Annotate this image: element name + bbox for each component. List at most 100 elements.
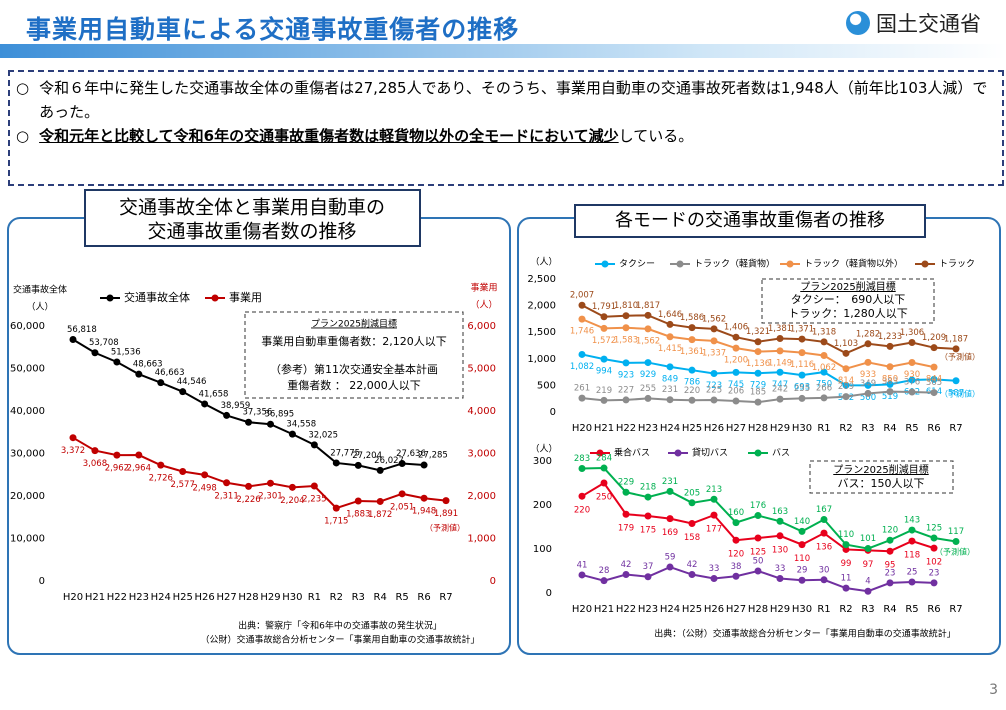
data-label: 110 bbox=[838, 530, 854, 540]
page-title: 事業用自動車による交通事故重傷者の推移 bbox=[26, 15, 520, 44]
data-point bbox=[908, 376, 916, 384]
data-label: 28 bbox=[599, 566, 610, 576]
data-point bbox=[622, 396, 630, 404]
y-tick-label: 0 bbox=[490, 576, 496, 587]
data-label: 1,062 bbox=[812, 363, 836, 373]
data-point bbox=[798, 541, 806, 549]
data-label: 1,646 bbox=[658, 310, 682, 320]
data-point bbox=[908, 537, 916, 545]
data-label: 723 bbox=[706, 381, 722, 391]
title-band bbox=[0, 44, 1006, 58]
y-tick-label: 60,000 bbox=[10, 321, 45, 332]
legend-label: 事業用 bbox=[229, 291, 262, 304]
data-point bbox=[644, 325, 652, 333]
data-label: 365 bbox=[926, 378, 942, 388]
panel-title-box bbox=[574, 204, 926, 238]
data-point bbox=[732, 344, 740, 352]
data-label: 11 bbox=[841, 574, 852, 584]
data-label: 2,226 bbox=[236, 495, 260, 505]
data-point bbox=[688, 571, 696, 579]
y-tick-label: 1,500 bbox=[527, 327, 556, 338]
data-label: 56,818 bbox=[67, 325, 97, 335]
data-label: 1,103 bbox=[834, 339, 858, 349]
data-point bbox=[754, 512, 762, 520]
data-point bbox=[820, 529, 828, 537]
data-point bbox=[578, 492, 586, 500]
data-label: 1,200 bbox=[724, 356, 748, 366]
annotation: タクシー： 690人以下 bbox=[791, 293, 906, 306]
data-point bbox=[842, 541, 850, 549]
data-point bbox=[754, 398, 762, 406]
data-point bbox=[644, 573, 652, 581]
data-point bbox=[908, 578, 916, 586]
source: 出典：（公財）交通事故総合分析センター「事業用自動車の交通事故統計」 bbox=[654, 628, 956, 640]
legend-label: 交通事故全体 bbox=[124, 290, 190, 304]
data-label: 994 bbox=[596, 367, 612, 377]
data-point bbox=[288, 430, 296, 438]
data-point bbox=[223, 411, 231, 419]
data-label: 376 bbox=[904, 377, 920, 387]
bullet-mark: ○ bbox=[16, 79, 30, 97]
data-point bbox=[666, 563, 674, 571]
data-label: 231 bbox=[662, 477, 678, 487]
y-tick-label: 100 bbox=[533, 544, 552, 555]
y-tick-label: 40,000 bbox=[10, 406, 45, 417]
data-point bbox=[710, 574, 718, 582]
data-label: 3,372 bbox=[61, 446, 85, 456]
data-point bbox=[886, 363, 894, 371]
data-label: 250 bbox=[596, 493, 612, 503]
data-label: 1,746 bbox=[570, 327, 594, 337]
data-point bbox=[688, 499, 696, 507]
y-tick-label: 1,000 bbox=[467, 534, 496, 545]
data-point bbox=[578, 350, 586, 358]
x-tick-label: H29 bbox=[770, 423, 790, 434]
data-label: 4 bbox=[865, 577, 870, 587]
x-tick-label: H21 bbox=[594, 423, 614, 434]
data-label: 1,282 bbox=[856, 329, 880, 339]
data-point bbox=[600, 313, 608, 321]
bullet-text: 令和６年中に発生した交通事故全体の重傷者は27,285人であり、そのうち、事業用… bbox=[39, 79, 988, 121]
x-tick-label: H29 bbox=[770, 604, 790, 615]
data-label: 30 bbox=[819, 565, 830, 575]
series-line bbox=[581, 304, 957, 355]
logo: 国土交通省 bbox=[846, 8, 981, 38]
data-label: 27,285 bbox=[418, 451, 448, 461]
x-tick-label: R2 bbox=[839, 423, 852, 434]
data-point bbox=[864, 587, 872, 595]
data-label: 1,562 bbox=[636, 336, 660, 346]
logo-text: 国土交通省 bbox=[876, 12, 981, 36]
data-point bbox=[578, 301, 586, 309]
data-label: 229 bbox=[618, 478, 634, 488]
data-label: 693 bbox=[794, 383, 810, 393]
data-point bbox=[666, 515, 674, 523]
data-point bbox=[952, 345, 960, 353]
x-tick-label: H25 bbox=[682, 604, 702, 615]
data-point bbox=[688, 324, 696, 332]
data-label: 36,895 bbox=[264, 410, 294, 420]
data-point bbox=[622, 510, 630, 518]
data-point bbox=[864, 381, 872, 389]
x-tick-label: R4 bbox=[374, 592, 387, 603]
data-label: 2,235 bbox=[302, 495, 326, 505]
data-point bbox=[420, 461, 428, 469]
legend-marker bbox=[596, 449, 604, 457]
summary-box: ○ 令和６年中に発生した交通事故全体の重傷者は27,285人であり、そのうち、事業… bbox=[8, 70, 1004, 186]
legend-label: バス bbox=[772, 448, 790, 459]
data-label: 2,301 bbox=[258, 492, 282, 502]
data-label: 97 bbox=[863, 560, 874, 570]
x-tick-label: R1 bbox=[817, 604, 830, 615]
data-label: 59 bbox=[665, 553, 676, 563]
data-label: 213 bbox=[706, 485, 722, 495]
axis-label: （人） bbox=[26, 302, 53, 313]
x-tick-label: H25 bbox=[682, 423, 702, 434]
data-point bbox=[754, 338, 762, 346]
data-label: 38,959 bbox=[221, 401, 251, 411]
data-label: 231 bbox=[662, 385, 678, 395]
data-point bbox=[798, 576, 806, 584]
data-point bbox=[908, 359, 916, 367]
x-tick-label: H24 bbox=[660, 604, 680, 615]
x-tick-label: H21 bbox=[594, 604, 614, 615]
x-tick-label: R2 bbox=[330, 592, 343, 603]
data-label: 160 bbox=[728, 508, 744, 518]
